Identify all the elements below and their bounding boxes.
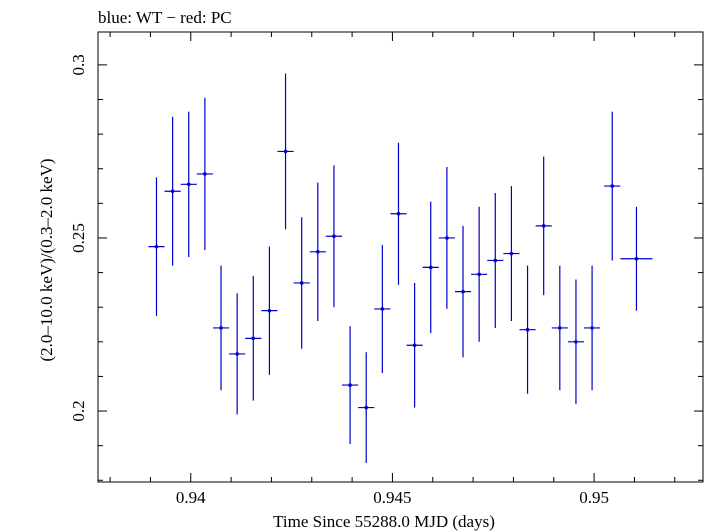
chart-title: blue: WT − red: PC (98, 8, 232, 27)
data-point (309, 182, 326, 322)
data-point (620, 206, 653, 311)
point-marker (203, 172, 207, 176)
point-marker (219, 326, 223, 330)
point-marker (186, 182, 191, 187)
point-marker (509, 251, 514, 256)
point-marker (283, 149, 288, 154)
data-point (196, 97, 213, 251)
data-point (148, 177, 165, 316)
data-point (519, 265, 536, 394)
point-marker (590, 326, 594, 330)
y-tick-label: 0.2 (69, 400, 88, 421)
data-point (551, 265, 568, 391)
x-axis-label: Time Since 55288.0 MJD (days) (273, 512, 495, 531)
data-point (229, 293, 246, 415)
point-marker (364, 405, 369, 410)
data-point (567, 279, 585, 405)
data-point (261, 246, 278, 375)
point-marker (332, 234, 336, 239)
point-marker (610, 184, 615, 188)
point-marker (267, 308, 272, 313)
point-marker (154, 244, 159, 249)
point-marker (493, 258, 498, 263)
data-point (358, 352, 375, 463)
point-marker (428, 265, 433, 270)
data-point (487, 192, 504, 328)
data-point (374, 244, 391, 373)
data-point (406, 282, 423, 408)
point-marker (461, 289, 465, 294)
point-marker (380, 307, 385, 311)
data-point (503, 186, 520, 322)
data-points (148, 73, 653, 463)
data-point (604, 111, 621, 261)
data-point (438, 167, 455, 309)
data-point (212, 265, 230, 391)
data-point (584, 265, 601, 391)
data-point (277, 73, 294, 230)
x-tick-label: 0.945 (373, 488, 411, 507)
point-marker (558, 326, 562, 330)
x-tick-label: 0.95 (579, 488, 609, 507)
point-marker (170, 189, 175, 194)
point-marker (574, 340, 578, 344)
data-point (245, 276, 262, 401)
data-point (164, 116, 181, 266)
point-marker (541, 224, 546, 228)
data-point (293, 217, 310, 349)
data-point (535, 156, 552, 296)
x-tick-label: 0.94 (176, 488, 206, 507)
data-point (390, 142, 407, 285)
tick-labels: 0.94 0.945 0.95 0.2 0.25 0.3 (69, 54, 609, 507)
y-tick-label: 0.3 (69, 54, 88, 75)
point-marker (445, 236, 449, 240)
point-marker (634, 256, 639, 261)
data-point (342, 326, 359, 444)
data-point (325, 165, 343, 308)
point-marker (396, 211, 401, 216)
point-marker (412, 343, 417, 348)
y-tick-label: 0.25 (69, 223, 88, 253)
point-marker (235, 352, 239, 356)
point-marker (251, 336, 256, 341)
data-point (454, 225, 472, 358)
point-marker (316, 250, 320, 254)
y-axis-label: (2.0–10.0 keV)/(0.3–2.0 keV) (37, 158, 56, 361)
point-marker (525, 327, 530, 332)
data-point (471, 206, 488, 342)
data-point (180, 111, 197, 257)
data-point (422, 201, 439, 334)
point-marker (348, 383, 352, 387)
point-marker (477, 272, 481, 277)
point-marker (299, 281, 304, 285)
axis-ticks (98, 32, 703, 482)
plot-frame (97, 31, 704, 483)
